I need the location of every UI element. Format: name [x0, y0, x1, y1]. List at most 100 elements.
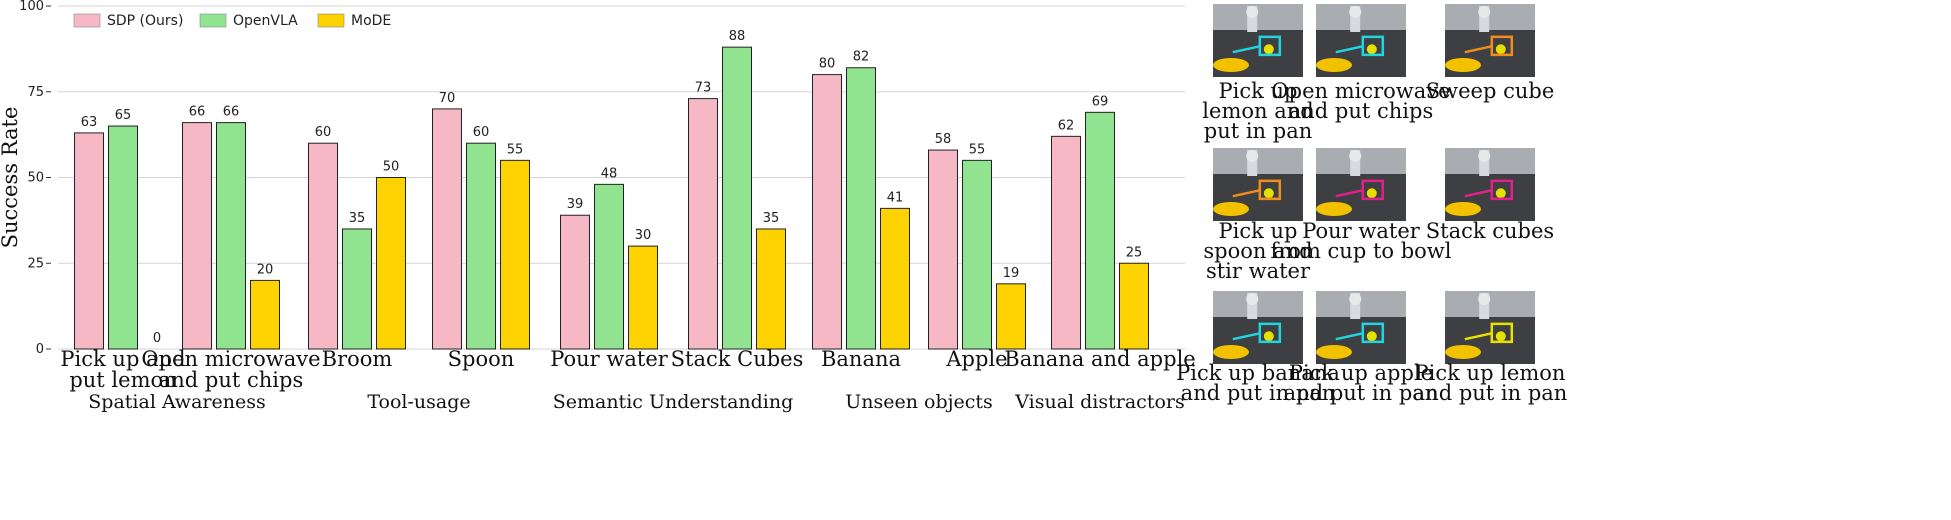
- robot-joint: [1478, 6, 1491, 18]
- bar: [108, 125, 138, 350]
- highlight-arrow: [1232, 45, 1261, 54]
- x-tick-label: Spoon: [448, 347, 515, 371]
- bar-value-label: 50: [383, 160, 400, 175]
- task-caption: put in pan: [1204, 119, 1313, 143]
- bar-value-label: 60: [315, 125, 332, 140]
- item-object: [1263, 188, 1274, 199]
- x-tick-label: put lemon: [69, 368, 176, 392]
- bar: [432, 108, 462, 350]
- pan-object: [1316, 58, 1352, 72]
- bar-value-label: 65: [115, 108, 132, 123]
- bar-value-label: 30: [635, 228, 652, 243]
- bar-value-label: 80: [819, 57, 836, 72]
- pan-object: [1445, 202, 1481, 216]
- bar: [250, 279, 280, 350]
- bar: [216, 122, 246, 350]
- y-tick-label: 100: [19, 0, 44, 14]
- value-labels: 63 65 0 66 66 20 60 35 50 70 60 55 39 48 30 73 88 35 80 82 4…: [81, 29, 1143, 346]
- robot-joint: [1246, 150, 1259, 162]
- robot-scene-lemon-pan-icon: [1445, 291, 1535, 364]
- robot-joint: [1349, 6, 1362, 18]
- scene-wall: [1213, 148, 1303, 174]
- bar-value-label: 82: [853, 50, 870, 65]
- legend-swatch: [317, 13, 345, 28]
- task-caption: Open microwave: [1271, 79, 1450, 103]
- highlight-box: [1258, 322, 1282, 344]
- x-tick-label: Apple: [945, 347, 1007, 371]
- highlight-box: [1258, 35, 1282, 57]
- bar-value-label: 62: [1058, 118, 1075, 133]
- task-caption: Pick up apple: [1289, 361, 1433, 385]
- bar: [1119, 262, 1149, 350]
- x-tick-label: and put chips: [159, 368, 303, 392]
- bar-value-label: 35: [349, 211, 366, 226]
- task-caption: and put in pan: [1284, 381, 1439, 405]
- y-tick-label: 0: [36, 342, 44, 357]
- pan-object: [1213, 58, 1249, 72]
- bar: [812, 74, 842, 350]
- robot-scene-banana-icon: [1213, 291, 1303, 364]
- bar: [928, 149, 958, 350]
- scene-wall: [1445, 4, 1535, 30]
- x-tick-label: Pour water: [550, 347, 669, 371]
- highlight-box: [1490, 179, 1514, 201]
- bar: [376, 177, 406, 350]
- item-object: [1366, 331, 1377, 342]
- pan-object: [1213, 202, 1249, 216]
- bar-value-label: 60: [473, 125, 490, 140]
- highlight-arrow: [1464, 332, 1493, 341]
- legend: SDP (Ours) OpenVLA MoDE: [73, 13, 391, 29]
- robot-scene-sweep-icon: [1445, 4, 1535, 77]
- robot-joint: [1478, 293, 1491, 305]
- item-object: [1495, 188, 1506, 199]
- legend-label: OpenVLA: [233, 13, 298, 29]
- bar-value-label: 55: [507, 142, 524, 157]
- bar-value-label: 25: [1126, 245, 1143, 260]
- scene-wall: [1316, 4, 1406, 30]
- bar: [466, 142, 496, 350]
- item-object: [1366, 188, 1377, 199]
- bar: [996, 283, 1026, 350]
- highlight-arrow: [1335, 189, 1364, 198]
- highlight-arrow: [1232, 189, 1261, 198]
- highlight-arrow: [1335, 45, 1364, 54]
- bar: [74, 132, 104, 350]
- robot-arm: [1247, 6, 1258, 32]
- task-caption: lemon and: [1202, 99, 1313, 123]
- highlight-box: [1490, 35, 1514, 57]
- robot-arm: [1479, 150, 1490, 176]
- bar-value-label: 19: [1003, 266, 1020, 281]
- pan-object: [1445, 58, 1481, 72]
- group-label: Semantic Understanding: [553, 391, 794, 413]
- legend-label: MoDE: [351, 13, 391, 29]
- robot-arm: [1350, 6, 1361, 32]
- robot-arm: [1479, 293, 1490, 319]
- task-caption: Pick up lemon: [1415, 361, 1566, 385]
- highlight-box: [1361, 35, 1385, 57]
- item-object: [1495, 331, 1506, 342]
- legend-label: SDP (Ours): [107, 13, 183, 29]
- bar-value-label: 48: [601, 166, 618, 181]
- bar: [1085, 111, 1115, 350]
- y-tick-label: 25: [27, 256, 44, 271]
- task-caption: and put in pan: [1181, 381, 1336, 405]
- bar-value-label: 69: [1092, 94, 1109, 109]
- robot-scene-stack-icon: [1445, 148, 1535, 221]
- bar-value-label: 73: [695, 81, 712, 96]
- x-tick-label: Banana: [821, 347, 901, 371]
- bar-value-label: 41: [887, 190, 904, 205]
- bar: [308, 142, 338, 350]
- y-tick-label: 50: [27, 171, 44, 186]
- group-label: Unseen objects: [845, 391, 993, 413]
- bar-value-label: 66: [223, 105, 240, 120]
- robot-arm: [1479, 6, 1490, 32]
- bar-value-label: 70: [439, 91, 456, 106]
- bar-value-label: 63: [81, 115, 98, 130]
- highlight-box: [1258, 179, 1282, 201]
- task-caption: and put chips: [1289, 99, 1433, 123]
- group-label: Tool-usage: [367, 391, 470, 413]
- x-tick-label: Banana and apple: [1004, 347, 1195, 371]
- bar: [560, 214, 590, 350]
